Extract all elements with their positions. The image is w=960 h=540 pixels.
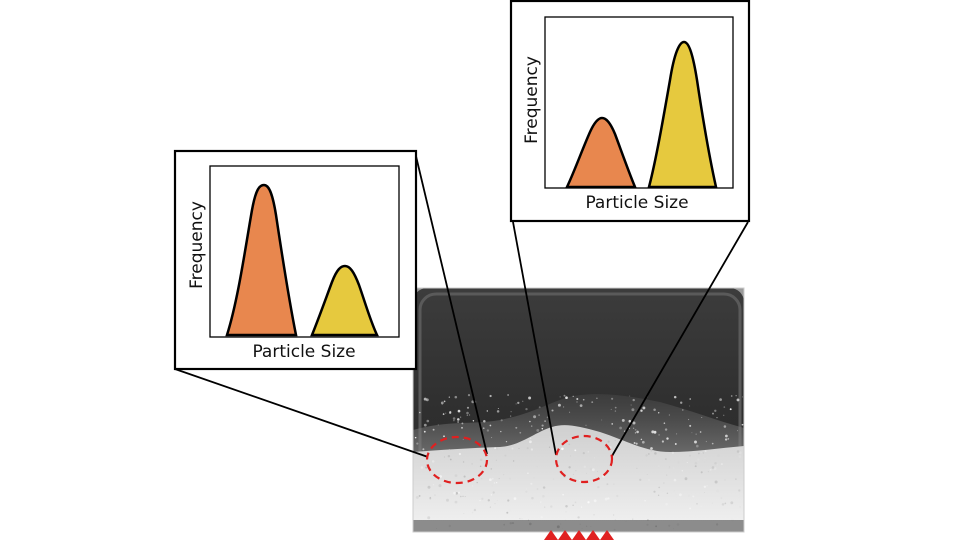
right-xlabel: Particle Size bbox=[585, 193, 688, 213]
airflow-arrow-icon bbox=[544, 530, 614, 540]
right-small-peak bbox=[565, 116, 637, 189]
left-small-peak bbox=[225, 183, 298, 337]
bed-photograph bbox=[413, 288, 744, 532]
left-xlabel: Particle Size bbox=[252, 342, 355, 362]
right-large-peak bbox=[647, 40, 718, 189]
left-inset: Frequency Particle Size bbox=[173, 149, 418, 371]
left-ylabel: Frequency bbox=[187, 201, 207, 289]
right-inset: Frequency Particle Size bbox=[509, 0, 751, 223]
left-large-peak bbox=[310, 264, 379, 337]
center-sample-circle bbox=[554, 434, 614, 484]
right-ylabel: Frequency bbox=[522, 56, 542, 144]
left-sample-circle bbox=[425, 435, 489, 485]
zoom-connector-lines bbox=[174, 151, 749, 458]
